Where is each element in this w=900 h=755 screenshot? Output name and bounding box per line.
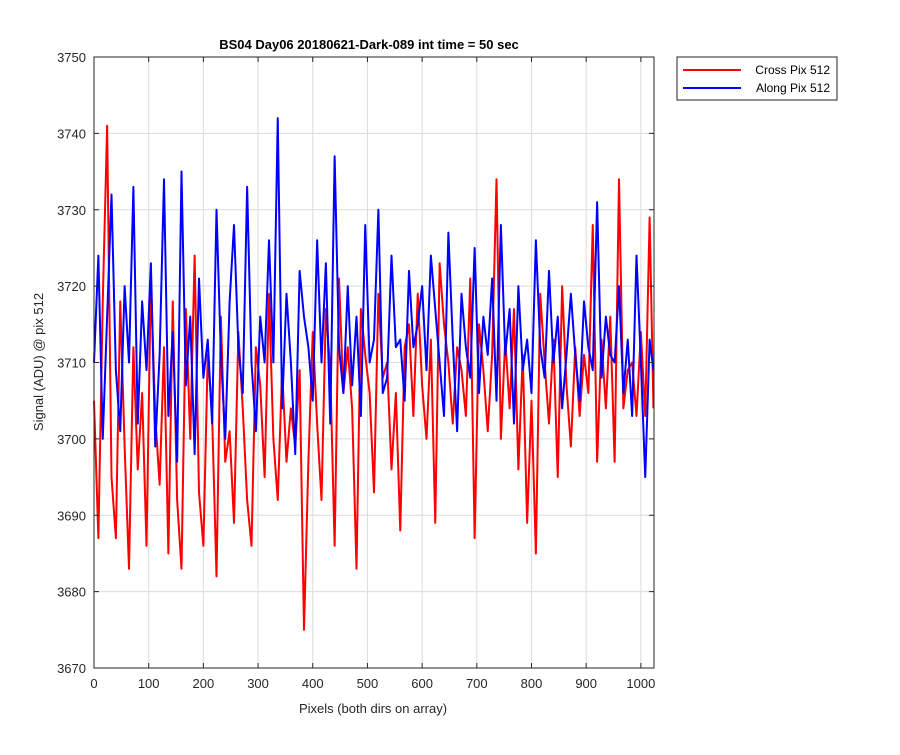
y-tick-label: 3700 bbox=[57, 432, 86, 447]
x-tick-label: 700 bbox=[466, 676, 488, 691]
x-tick-label: 600 bbox=[411, 676, 433, 691]
x-axis-label: Pixels (both dirs on array) bbox=[299, 701, 447, 716]
y-tick-label: 3740 bbox=[57, 126, 86, 141]
x-tick-label: 900 bbox=[575, 676, 597, 691]
legend: Cross Pix 512 Along Pix 512 bbox=[676, 56, 838, 101]
y-tick-label: 3680 bbox=[57, 585, 86, 600]
y-tick-label: 3690 bbox=[57, 508, 86, 523]
legend-label-along: Along Pix 512 bbox=[756, 81, 830, 95]
series-layer bbox=[93, 117, 655, 631]
x-tick-label: 800 bbox=[521, 676, 543, 691]
x-tick-label: 500 bbox=[357, 676, 379, 691]
y-tick-label: 3750 bbox=[57, 50, 86, 65]
axis-ticks: 0 100 200 300 400 500 600 700 800 900 1000 3670 3680… bbox=[57, 50, 655, 691]
x-tick-label: 300 bbox=[247, 676, 269, 691]
y-tick-label: 3670 bbox=[57, 661, 86, 676]
y-tick-label: 3720 bbox=[57, 279, 86, 294]
chart-title: BS04 Day06 20180621-Dark-089 int time = … bbox=[219, 37, 519, 52]
y-tick-label: 3730 bbox=[57, 203, 86, 218]
legend-label-cross: Cross Pix 512 bbox=[755, 63, 830, 77]
x-tick-label: 400 bbox=[302, 676, 324, 691]
legend-box bbox=[676, 56, 838, 101]
y-axis-label: Signal (ADU) @ pix 512 bbox=[31, 293, 46, 431]
series-line-along-pix-512 bbox=[93, 117, 655, 479]
x-tick-label: 1000 bbox=[626, 676, 655, 691]
y-tick-label: 3710 bbox=[57, 356, 86, 371]
x-tick-label: 200 bbox=[193, 676, 215, 691]
x-tick-label: 100 bbox=[138, 676, 160, 691]
x-tick-label: 0 bbox=[90, 676, 97, 691]
